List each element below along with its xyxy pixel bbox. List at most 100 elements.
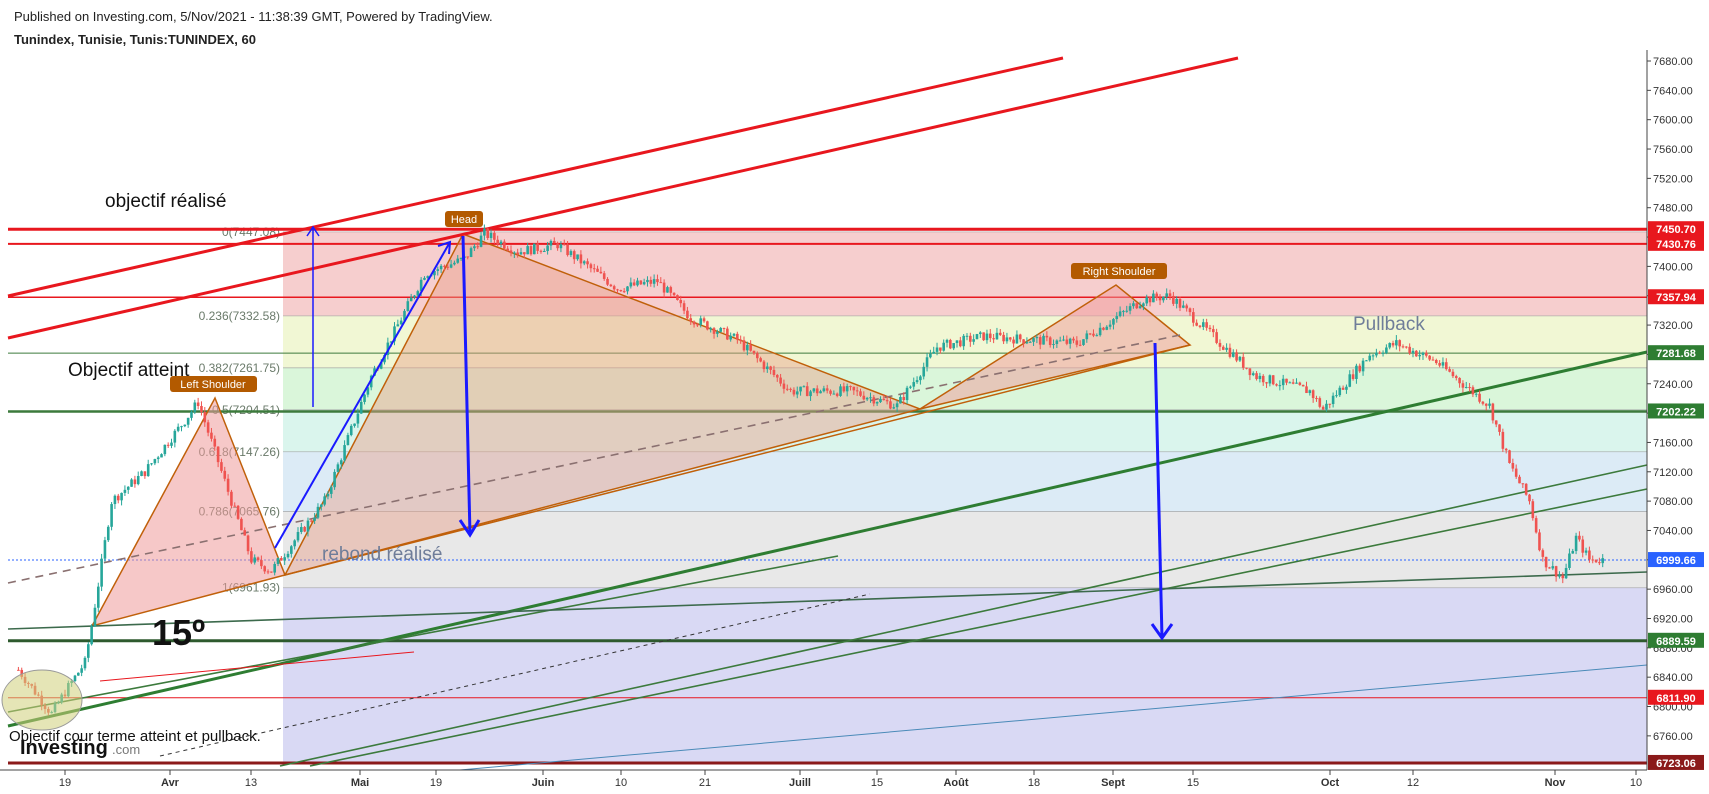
candle-body [1285,378,1288,383]
time-axis[interactable]: 19 Avr 13 Mai 19 Juin 10 21 Juill 15 Août 18 Sept 15 O… [0,769,1647,789]
candle-body [1112,319,1115,325]
candle-body [742,340,746,351]
candle-body [333,471,336,488]
candle-body [136,476,140,485]
candle-body [539,250,543,252]
candle-body [1588,550,1591,560]
candle-body [822,388,826,392]
horizontal-levels [8,227,1647,765]
candle-body [759,358,762,362]
candle-body [290,546,293,554]
candle-body [1375,352,1378,356]
candle-body [596,268,599,272]
pullback-label: Pullback [1353,314,1425,335]
candle-body [1295,382,1298,384]
x-tick-label: 15 [871,777,883,789]
candle-body [243,530,247,536]
candle-body [912,382,916,387]
candle-body [1434,359,1438,364]
candle-body [845,386,849,392]
candle-body [1358,365,1362,372]
candle-body [426,276,430,278]
candle-body [1468,387,1471,389]
candle-body [339,460,343,465]
candle-body [1205,322,1208,328]
candle-body [1534,518,1538,533]
x-tick-label: Sept [1101,777,1125,789]
candle-body [1025,342,1029,344]
candle-body [399,320,403,325]
candle-body [1165,293,1168,297]
candle-body [952,343,955,349]
candle-body [146,464,150,477]
candle-body [1218,342,1222,347]
candle-body [1211,329,1215,333]
candle-body [1248,368,1252,376]
candle-body [1178,298,1182,308]
candle-body [1195,322,1198,326]
candle-body [506,248,509,251]
candle-body [1481,401,1485,404]
candle-body [1042,335,1045,345]
candle-body [639,280,643,285]
candle-body [909,386,912,388]
candle-body [133,479,137,485]
candle-body [310,520,313,522]
candle-body [1291,382,1295,384]
candle-body [762,361,766,370]
candle-body [1102,327,1105,330]
candle-body [513,252,516,254]
candle-body [1281,378,1285,386]
candle-body [120,492,123,501]
candle-body [466,256,470,258]
candle-body [662,282,666,293]
candle-body [1454,376,1458,378]
candle-body [1308,390,1312,394]
y-tick-label: 7320.00 [1653,320,1693,332]
candle-body [1461,383,1465,388]
candle-body [1395,340,1398,346]
candle-body [83,657,87,669]
price-axis[interactable]: 6760.006800.006840.006880.006920.006960.… [1646,50,1704,770]
candle-body [1092,333,1095,336]
price-label-text: 6811.90 [1656,693,1695,705]
candle-body [546,245,549,252]
candle-body [1188,308,1192,313]
candle-body [706,321,709,330]
candle-body [473,246,476,249]
fib-zone [283,511,1647,588]
y-tick-label: 7680.00 [1653,56,1693,68]
head-tag: Head [445,211,483,227]
candle-body [1318,398,1322,407]
y-tick-label: 7040.00 [1653,525,1693,537]
candle-body [1401,346,1405,348]
svg-text:Investing: Investing [20,737,108,759]
candle-body [1581,539,1585,553]
candle-body [1368,355,1372,361]
candle-body [206,422,210,433]
objectif-realise-label: objectif réalisé [105,191,226,212]
dashed-gray-trend [7,334,1181,584]
candle-body [123,489,127,493]
candle-body [1591,559,1595,561]
candle-body [20,669,24,677]
neckline [284,344,1191,576]
svg-text:Left Shoulder: Left Shoulder [180,379,246,391]
candle-body [839,386,842,396]
price-label-box [1648,345,1704,361]
candle-body [659,282,663,284]
candle-body [1078,344,1082,346]
candle-body [1331,395,1335,405]
candle-body [1228,347,1232,357]
candle-body [393,326,396,342]
candle-body [200,405,203,413]
candle-body [825,388,829,391]
right-shoulder-tag: Right Shoulder [1071,263,1167,279]
candle-body [476,246,480,248]
investing-logo: Investing .com [20,737,140,759]
candle-body [1155,293,1159,298]
candle-body [130,479,133,487]
candle-body [323,496,326,505]
candle-body [1052,344,1055,346]
